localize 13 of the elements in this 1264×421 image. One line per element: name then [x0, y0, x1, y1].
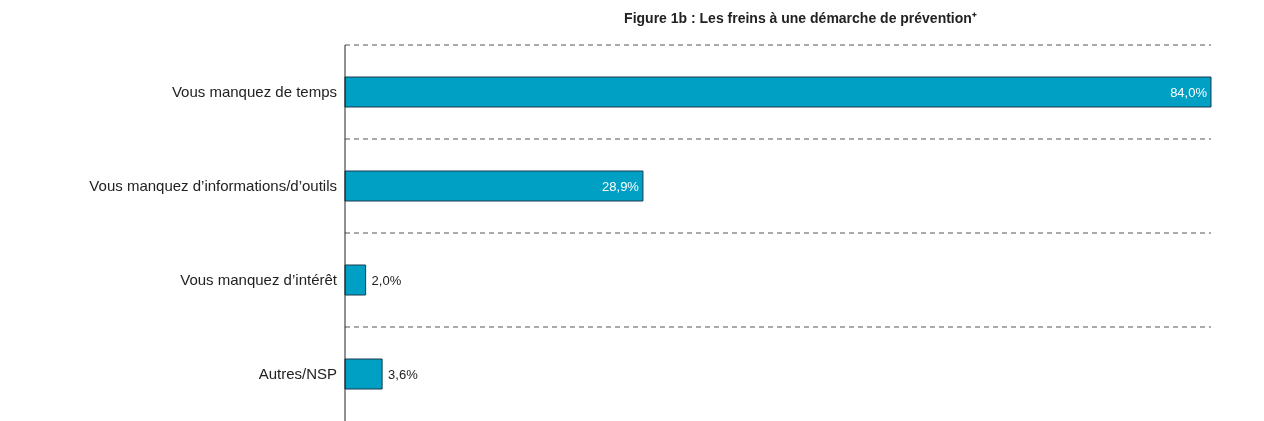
y-tick-label: Vous manquez de temps [171, 83, 337, 101]
chart-title: Figure 1b : Les freins à une démarche de prévention⁺ [623, 9, 978, 27]
y-tick-label: Vous manquez d’informations/d’outils [89, 177, 337, 195]
data-label: 28,9% [602, 179, 640, 194]
bar [344, 170, 644, 202]
y-tick-label: Autres/NSP [258, 365, 337, 383]
bar [344, 358, 383, 390]
bar [344, 76, 1212, 108]
data-label: 3,6% [388, 367, 419, 382]
data-label: 2,0% [371, 273, 402, 288]
data-label: 84,0% [1170, 85, 1208, 100]
bar [344, 264, 367, 296]
y-tick-label: Vous manquez d’intérêt [180, 271, 338, 289]
